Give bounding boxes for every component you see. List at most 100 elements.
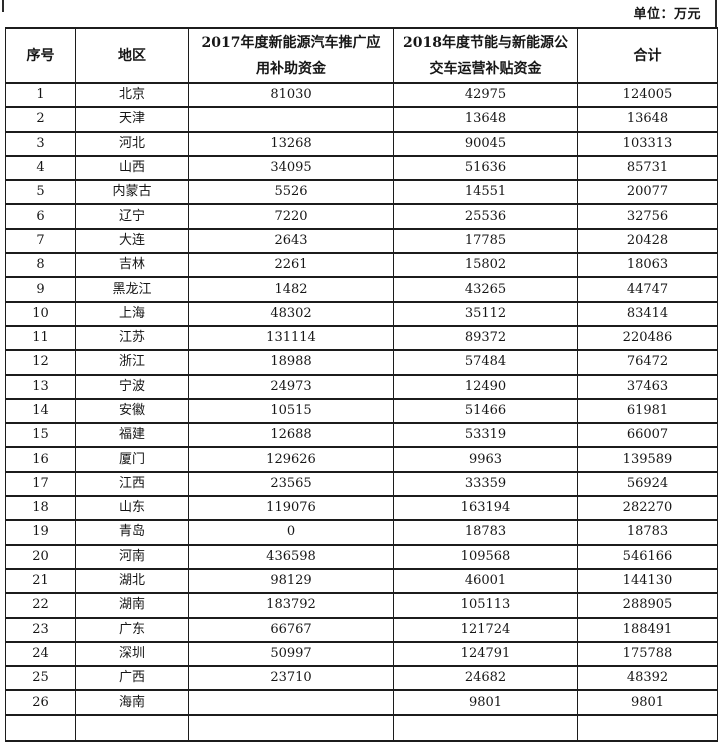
region-cell: 浙江 xyxy=(75,349,189,376)
row-number-cell: 17 xyxy=(5,470,76,498)
empty-cell xyxy=(577,713,718,742)
table-row: 3 河北 13268 90045 103313 xyxy=(5,130,718,157)
table-row: 14 安徽 10515 51466 61981 xyxy=(5,397,718,425)
region-cell: 内蒙古 xyxy=(75,179,189,206)
subsidy-table: 序号 地区 2017年度新能源汽车推广应用补助资金 2018年度节能与新能源公交… xyxy=(5,27,718,742)
row-number-cell: 12 xyxy=(5,349,76,376)
region-cell: 深圳 xyxy=(75,640,189,668)
region-cell: 吉林 xyxy=(75,252,189,279)
fund-2017-cell: 2643 xyxy=(188,227,394,255)
region-cell: 厦门 xyxy=(75,446,189,473)
region-cell: 宁波 xyxy=(75,373,189,400)
total-cell: 18783 xyxy=(577,519,718,546)
col-header-index: 序号 xyxy=(5,27,76,84)
table-row: 17 江西 23565 33359 56924 xyxy=(5,470,718,498)
region-cell: 江西 xyxy=(75,470,189,498)
total-cell: 124005 xyxy=(577,81,718,109)
fund-2018-cell: 105113 xyxy=(393,592,578,619)
fund-2017-cell: 1482 xyxy=(188,276,394,303)
fund-2018-cell: 25536 xyxy=(393,203,578,230)
table-row: 9 黑龙江 1482 43265 44747 xyxy=(5,276,718,303)
fund-2018-cell: 24682 xyxy=(393,665,578,692)
region-cell: 天津 xyxy=(75,106,189,133)
fund-2018-cell: 46001 xyxy=(393,567,578,595)
fund-2018-cell: 12490 xyxy=(393,373,578,400)
col-header-total: 合计 xyxy=(577,27,718,84)
table-row: 10 上海 48302 35112 83414 xyxy=(5,300,718,327)
table-row: 8 吉林 2261 15802 18063 xyxy=(5,252,718,279)
table-row: 25 广西 23710 24682 48392 xyxy=(5,665,718,692)
row-number-cell: 3 xyxy=(5,130,76,157)
fund-2017-cell: 98129 xyxy=(188,567,394,595)
table-row: 22 湖南 183792 105113 288905 xyxy=(5,592,718,619)
fund-2018-cell: 57484 xyxy=(393,349,578,376)
fund-2018-cell: 43265 xyxy=(393,276,578,303)
total-cell: 546166 xyxy=(577,543,718,570)
total-cell: 32756 xyxy=(577,203,718,230)
total-cell: 20428 xyxy=(577,227,718,255)
region-cell: 福建 xyxy=(75,422,189,449)
total-cell: 13648 xyxy=(577,106,718,133)
fund-2018-cell: 14551 xyxy=(393,179,578,206)
fund-2018-cell: 90045 xyxy=(393,130,578,157)
fund-2017-cell: 24973 xyxy=(188,373,394,400)
col-header-region: 地区 xyxy=(75,27,189,84)
empty-cell xyxy=(188,713,394,742)
total-cell: 20077 xyxy=(577,179,718,206)
table-row: 26 海南 9801 9801 xyxy=(5,689,718,716)
region-cell: 北京 xyxy=(75,81,189,109)
total-cell: 76472 xyxy=(577,349,718,376)
fund-2017-cell: 18988 xyxy=(188,349,394,376)
fund-2018-cell: 109568 xyxy=(393,543,578,570)
table-body: 1 北京 81030 42975 124005 2 天津 13648 13648 3 河北 13268… xyxy=(5,81,718,742)
row-number-cell: 22 xyxy=(5,592,76,619)
row-number-cell: 1 xyxy=(5,81,76,109)
row-number-cell: 9 xyxy=(5,276,76,303)
row-number-cell: 2 xyxy=(5,106,76,133)
fund-2017-cell: 5526 xyxy=(188,179,394,206)
col-header-fund-2018: 2018年度节能与新能源公交车运营补贴资金 xyxy=(393,27,578,84)
fund-2017-cell: 183792 xyxy=(188,592,394,619)
row-number-cell: 25 xyxy=(5,665,76,692)
fund-2018-cell: 51466 xyxy=(393,397,578,425)
fund-2018-cell: 13648 xyxy=(393,106,578,133)
row-number-cell: 23 xyxy=(5,616,76,643)
table-row: 23 广东 66767 121724 188491 xyxy=(5,616,718,643)
scan-artifact-line-right xyxy=(715,0,717,27)
fund-2018-cell: 121724 xyxy=(393,616,578,643)
total-cell: 85731 xyxy=(577,154,718,182)
table-row: 15 福建 12688 53319 66007 xyxy=(5,422,718,449)
fund-2018-cell: 9963 xyxy=(393,446,578,473)
fund-2018-cell: 51636 xyxy=(393,154,578,182)
region-cell: 山东 xyxy=(75,495,189,522)
row-number-cell: 8 xyxy=(5,252,76,279)
region-cell: 湖南 xyxy=(75,592,189,619)
fund-2017-cell xyxy=(188,106,394,133)
fund-2017-cell: 23565 xyxy=(188,470,394,498)
row-number-cell: 19 xyxy=(5,519,76,546)
table-row: 21 湖北 98129 46001 144130 xyxy=(5,567,718,595)
total-cell: 139589 xyxy=(577,446,718,473)
row-number-cell: 15 xyxy=(5,422,76,449)
header-row: 序号 地区 2017年度新能源汽车推广应用补助资金 2018年度节能与新能源公交… xyxy=(5,27,718,84)
row-number-cell: 18 xyxy=(5,495,76,522)
row-number-cell: 26 xyxy=(5,689,76,716)
fund-2018-cell: 35112 xyxy=(393,300,578,327)
region-cell: 湖北 xyxy=(75,567,189,595)
region-cell: 海南 xyxy=(75,689,189,716)
fund-2017-cell: 13268 xyxy=(188,130,394,157)
total-cell: 48392 xyxy=(577,665,718,692)
region-cell: 青岛 xyxy=(75,519,189,546)
table-row: 5 内蒙古 5526 14551 20077 xyxy=(5,179,718,206)
fund-2018-cell: 124791 xyxy=(393,640,578,668)
fund-2017-cell: 2261 xyxy=(188,252,394,279)
row-number-cell: 14 xyxy=(5,397,76,425)
fund-2017-cell: 119076 xyxy=(188,495,394,522)
fund-2017-cell: 0 xyxy=(188,519,394,546)
region-cell: 广西 xyxy=(75,665,189,692)
fund-2017-cell: 129626 xyxy=(188,446,394,473)
row-number-cell: 4 xyxy=(5,154,76,182)
total-cell: 66007 xyxy=(577,422,718,449)
region-cell: 大连 xyxy=(75,227,189,255)
table-row: 12 浙江 18988 57484 76472 xyxy=(5,349,718,376)
